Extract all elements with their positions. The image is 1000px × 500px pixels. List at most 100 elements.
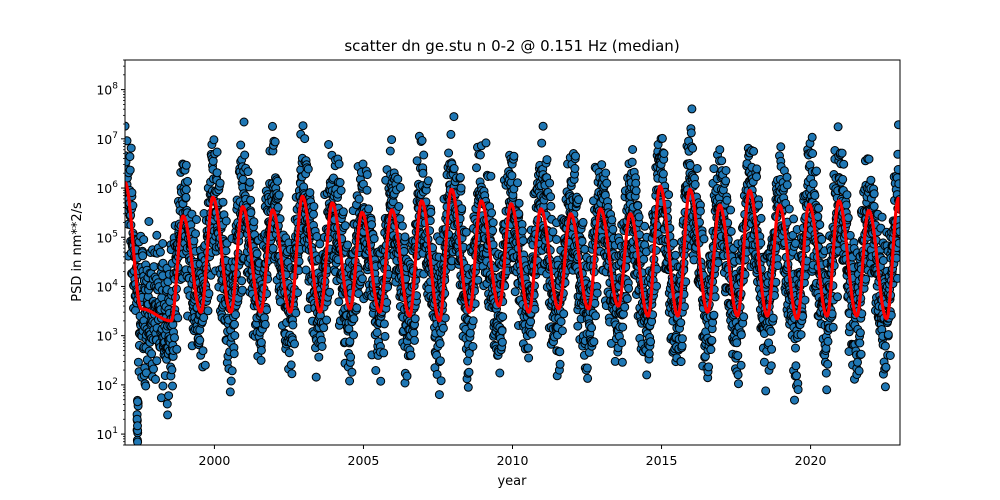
scatter-point — [814, 203, 823, 213]
scatter-point — [766, 326, 776, 336]
scatter-point — [334, 159, 344, 169]
scatter-point — [287, 369, 297, 379]
scatter-point — [309, 202, 319, 211]
scatter-point — [369, 234, 379, 244]
scatter-point — [548, 227, 558, 237]
scatter-point — [191, 229, 200, 239]
scatter-point — [371, 366, 381, 375]
scatter-point — [839, 159, 849, 169]
scatter-point — [639, 254, 649, 264]
scatter-point — [249, 217, 259, 227]
scatter-point — [488, 218, 498, 228]
y-tick-label: 101 — [96, 426, 118, 442]
scatter-point — [513, 178, 522, 188]
scatter-point — [192, 215, 201, 224]
scatter-point — [721, 176, 731, 186]
scatter-point — [555, 347, 565, 357]
scatter-point — [812, 166, 821, 176]
scatter-point — [338, 207, 348, 217]
scatter-point — [167, 365, 177, 375]
scatter-point — [324, 140, 334, 149]
scatter-point — [877, 212, 887, 222]
scatter-point — [627, 157, 637, 167]
scatter-point — [828, 322, 838, 332]
scatter-point — [507, 171, 517, 181]
scatter-point — [172, 344, 182, 354]
scatter-point — [125, 152, 135, 162]
scatter-point — [878, 256, 888, 265]
scatter-point — [559, 309, 569, 319]
scatter-point — [236, 140, 246, 150]
scatter-point — [303, 164, 313, 174]
scatter-point — [686, 128, 696, 138]
scatter-point — [608, 224, 618, 234]
scatter-point — [158, 239, 168, 248]
scatter-point — [631, 186, 641, 196]
scatter-point — [149, 364, 158, 374]
y-tick-label: 106 — [96, 180, 118, 196]
scatter-point — [212, 168, 222, 178]
scatter-point — [438, 323, 448, 333]
scatter-point — [592, 288, 602, 298]
scatter-point — [495, 368, 505, 378]
scatter-point — [164, 391, 174, 401]
scatter-point — [657, 133, 667, 143]
scatter-point — [574, 195, 583, 205]
scatter-point — [601, 168, 611, 178]
scatter-point — [394, 202, 404, 211]
scatter-point — [435, 339, 445, 349]
scatter-point — [733, 370, 743, 380]
scatter-point — [624, 283, 634, 293]
scatter-point — [468, 316, 478, 326]
scatter-point — [481, 138, 491, 148]
scatter-point — [198, 346, 208, 356]
scatter-point — [517, 226, 527, 236]
scatter-point — [577, 236, 587, 246]
scatter-point — [497, 337, 507, 347]
scatter-point — [379, 348, 389, 358]
scatter-point — [147, 349, 157, 359]
scatter-point — [173, 313, 183, 323]
scatter-point — [311, 372, 321, 382]
scatter-point — [151, 374, 160, 384]
scatter-point — [767, 344, 777, 354]
x-tick-label: 2000 — [199, 453, 231, 468]
scatter-point — [312, 232, 322, 241]
scatter-point — [607, 215, 617, 225]
x-axis: 2000 2005 2010 2015 2020 — [199, 445, 827, 468]
scatter-point — [768, 313, 778, 323]
scatter-point — [322, 315, 332, 325]
scatter-point — [347, 367, 357, 377]
scatter-point — [397, 221, 407, 231]
scatter-point — [815, 220, 825, 230]
scatter-point — [155, 247, 165, 257]
scatter-point — [749, 146, 759, 156]
scatter-point — [713, 258, 723, 268]
scatter-point — [434, 390, 444, 400]
scatter-point — [855, 338, 865, 348]
scatter-point — [305, 188, 315, 198]
scatter-point — [552, 235, 561, 244]
scatter-point — [298, 121, 308, 131]
scatter-point — [395, 214, 405, 224]
scatter-point — [766, 361, 776, 371]
scatter-point — [726, 226, 736, 236]
scatter-point — [664, 190, 674, 200]
scatter-point — [790, 395, 799, 405]
scatter-point — [168, 381, 177, 391]
scatter-point — [587, 323, 597, 333]
scatter-point — [456, 183, 466, 193]
scatter-point — [580, 244, 590, 254]
scatter-point — [761, 386, 771, 396]
scatter-point — [707, 335, 717, 345]
scatter-point — [385, 146, 395, 156]
scatter-point — [699, 234, 709, 244]
scatter-point — [212, 147, 222, 157]
scatter-point — [309, 209, 318, 219]
scatter-point — [853, 357, 862, 367]
scatter-point — [658, 169, 668, 179]
scatter-point — [126, 143, 136, 153]
scatter-point — [789, 214, 799, 224]
scatter-point — [855, 328, 865, 338]
scatter-point — [817, 234, 827, 244]
